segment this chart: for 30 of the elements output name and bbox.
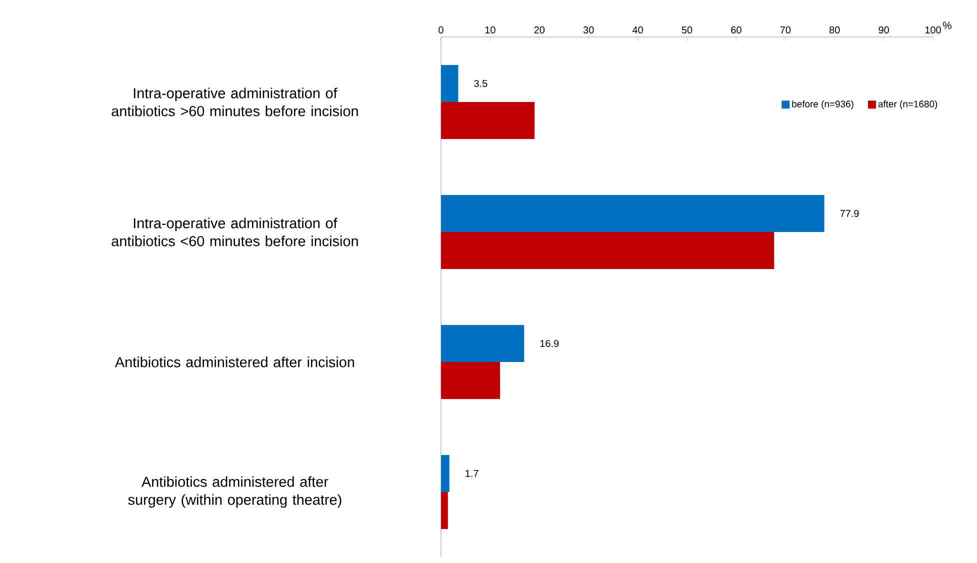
x-tick-label: 40	[632, 26, 643, 34]
x-tick-label: 20	[534, 26, 545, 34]
bar	[441, 102, 534, 139]
y-tick-label: Intra-operative administration of antibiotics >60 minutes before incision	[112, 88, 358, 116]
bar	[441, 194, 824, 232]
bar	[441, 232, 774, 269]
bar	[441, 492, 448, 529]
legend-label: before (n=936)	[792, 100, 854, 110]
x-tick-label: 90	[878, 26, 889, 34]
bar	[441, 64, 458, 102]
data-label: 16.9	[540, 340, 559, 348]
x-tick-label: 80	[830, 26, 840, 34]
x-tick-label: 0	[438, 26, 444, 34]
y-tick-label: Antibiotics administered after surgery (within operating theatre)	[128, 476, 342, 508]
x-tick-label: 30	[583, 26, 594, 34]
bar	[441, 324, 524, 362]
x-tick-label: 60	[731, 26, 742, 34]
bar	[441, 454, 450, 492]
data-label: 1.7	[466, 470, 478, 477]
legend-label: after (n=1680)	[878, 100, 938, 110]
y-tick-label: Antibiotics administered after incision	[114, 356, 354, 368]
data-label: 3.5	[474, 80, 488, 88]
data-label: 77.9	[840, 210, 859, 218]
x-tick-label: 70	[780, 26, 791, 34]
x-tick-label: 10	[485, 26, 496, 34]
bar	[441, 362, 500, 399]
x-tick-label: 50	[682, 26, 692, 34]
x-axis-title: %	[942, 22, 952, 30]
y-tick-label: Intra-operative administration of antibiotics <60 minutes before incision	[112, 218, 358, 246]
x-tick-label: 100	[925, 26, 941, 34]
